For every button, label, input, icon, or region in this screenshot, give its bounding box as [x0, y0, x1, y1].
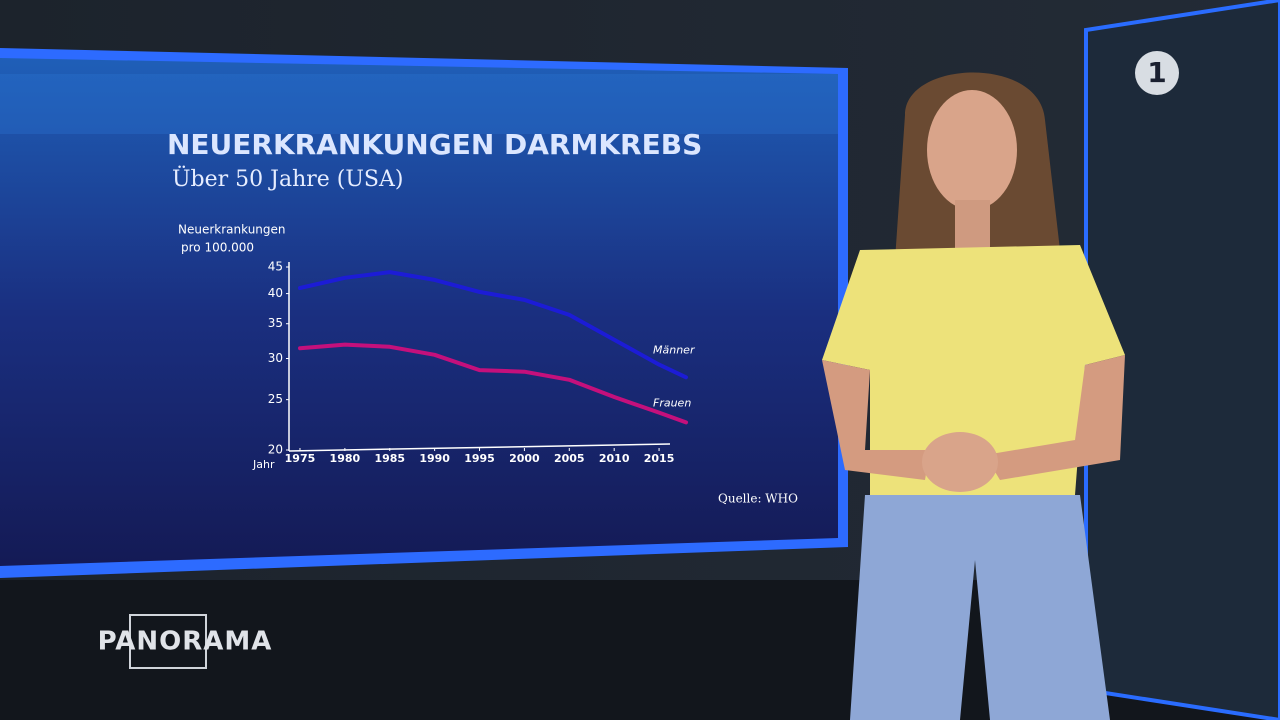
series-label: Männer — [653, 343, 696, 356]
x-axis-label: Jahr — [252, 458, 275, 471]
x-tick-label: 2005 — [554, 452, 585, 465]
chart-title: NEUERKRANKUNGEN DARMKREBS — [167, 128, 702, 161]
y-tick-label: 35 — [268, 316, 283, 330]
x-tick-label: 1980 — [330, 452, 361, 465]
y-tick-label: 45 — [268, 260, 283, 274]
series-line — [298, 270, 688, 380]
y-tick-label: 30 — [268, 351, 283, 365]
y-axis-label: pro 100.000 — [181, 241, 254, 255]
y-tick-label: 40 — [268, 286, 283, 300]
chart: NEUERKRANKUNGEN DARMKREBS Über 50 Jahre … — [167, 128, 798, 506]
source: Quelle: WHO — [718, 492, 798, 506]
series-line — [298, 342, 688, 425]
x-tick-label: 1995 — [464, 452, 495, 465]
x-tick-label: 2000 — [509, 452, 540, 465]
y-tick-label: 25 — [268, 392, 283, 406]
screen — [0, 58, 838, 566]
x-tick-label: 1975 — [285, 452, 316, 465]
series-label: Frauen — [653, 396, 691, 409]
channel-logo: 1 — [1135, 51, 1179, 95]
side-screen — [1084, 0, 1280, 720]
x-tick-label: 1985 — [374, 452, 405, 465]
x-tick-label: 2015 — [644, 452, 675, 465]
presenter — [822, 72, 1125, 720]
channel-name: 1 — [1147, 56, 1166, 89]
y-tick-label: 20 — [268, 443, 283, 457]
x-axis — [288, 443, 671, 452]
chart-subtitle: Über 50 Jahre (USA) — [172, 165, 403, 192]
x-tick-label: 1990 — [419, 452, 450, 465]
program-name: PANORAMA — [98, 627, 273, 657]
y-axis-label: Neuerkrankungen — [178, 223, 286, 237]
program-logo: PANORAMA — [98, 614, 273, 669]
x-tick-label: 2010 — [599, 452, 630, 465]
screen-band — [0, 74, 838, 134]
